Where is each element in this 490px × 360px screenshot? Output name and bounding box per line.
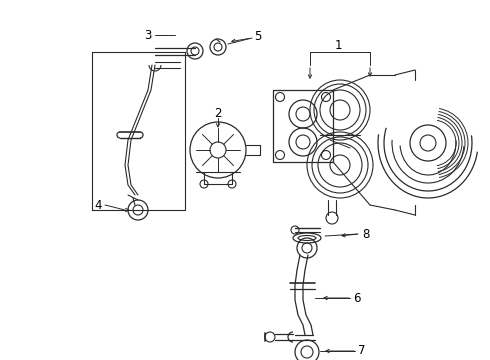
Text: 1: 1 xyxy=(334,39,342,51)
Text: 6: 6 xyxy=(353,292,361,305)
Text: 2: 2 xyxy=(214,107,222,120)
Text: 7: 7 xyxy=(358,345,366,357)
Text: 4: 4 xyxy=(94,198,102,212)
Text: 5: 5 xyxy=(254,30,262,42)
Text: 3: 3 xyxy=(145,28,152,41)
Text: 8: 8 xyxy=(362,228,369,240)
